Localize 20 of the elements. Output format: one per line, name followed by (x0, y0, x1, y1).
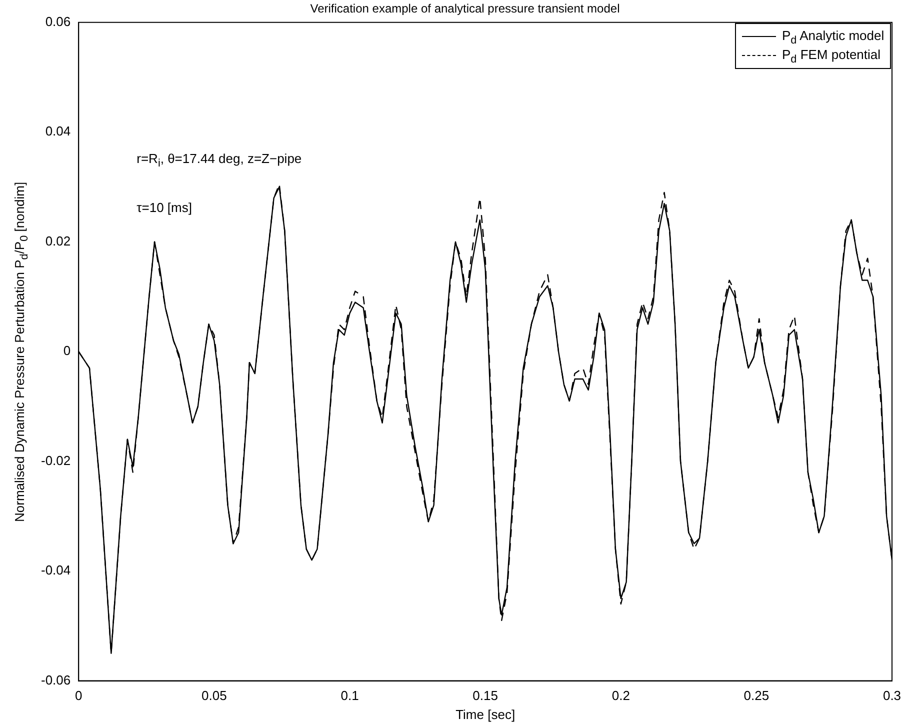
legend-label: P$_{d}$ FEM potential (782, 46, 881, 66)
legend-label: P$_{d}$ Analytic model (782, 28, 884, 46)
x-tick-label: 0.2 (612, 688, 630, 704)
x-tick-label: 0.15 (472, 688, 498, 704)
y-tick-label: -0.04 (40, 562, 71, 578)
y-tick-label: 0.06 (45, 14, 71, 29)
x-tick-label: 0.3 (882, 688, 902, 704)
y-tick-label: 0.02 (45, 233, 71, 248)
x-tick-label: 0.1 (340, 688, 359, 704)
y-tick-label: 0.04 (45, 124, 71, 139)
chart-title: Verification example of analytical pressure transient model (310, 2, 620, 16)
x-tick-label: 0.05 (202, 688, 227, 704)
annotation: r=R$_{i}$, θ=17.44 deg, z=Z−pipe (136, 151, 302, 170)
y-tick-label: -0.02 (40, 452, 71, 468)
y-tick-label: 0 (63, 343, 71, 358)
y-tick-label: -0.06 (40, 672, 71, 688)
annotation: τ=10 [ms] (136, 200, 192, 216)
x-axis-title: Time [sec] (456, 706, 516, 722)
x-tick-label: 0.25 (744, 688, 770, 704)
x-tick-label: 0 (75, 688, 82, 704)
